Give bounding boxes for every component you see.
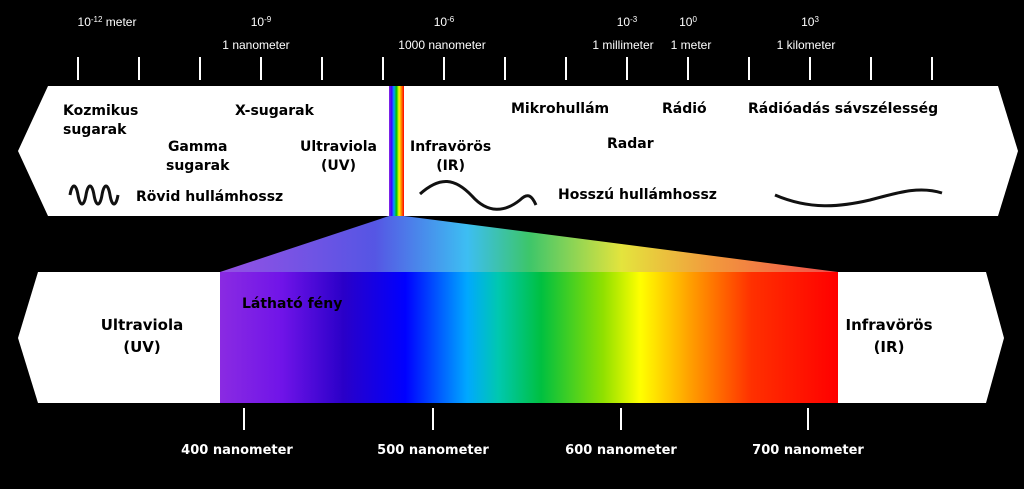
microwave-label: Mikrohullám xyxy=(511,101,610,117)
gamma-label: Gamma sugarak xyxy=(166,139,230,174)
xray-label: X-sugarak xyxy=(235,103,314,119)
long-wave-icon xyxy=(774,188,943,208)
visible-strip xyxy=(389,86,404,216)
lower-uv-label: Ultraviola (UV) xyxy=(100,316,184,356)
scale-label-1km: 1 kilometer xyxy=(776,38,836,52)
scale-label-1nm: 1 nanometer xyxy=(222,38,290,52)
scale-label-1e-12: 10-12 meter xyxy=(77,15,137,29)
nm-label-700: 700 nanometer xyxy=(752,443,864,458)
top-scale-ticks xyxy=(77,57,933,80)
nm-label-400: 400 nanometer xyxy=(181,443,293,458)
scale-label-1mm: 1 millimeter xyxy=(592,38,654,52)
nm-label-500: 500 nanometer xyxy=(377,443,489,458)
ir-label: Infravörös (IR) xyxy=(410,139,492,174)
uv-label: Ultraviola (UV) xyxy=(300,139,377,174)
visible-light-fan xyxy=(220,216,838,272)
radar-label: Radar xyxy=(607,136,654,152)
cosmic-rays-label: Kozmikus sugarak xyxy=(63,103,139,138)
visible-spectrum xyxy=(220,272,838,403)
nm-label-600: 600 nanometer xyxy=(565,443,677,458)
radio-label: Rádió xyxy=(662,101,707,117)
scale-label-1e3: 103 xyxy=(801,15,819,29)
short-wave-icon xyxy=(68,184,120,206)
em-spectrum-band xyxy=(18,86,1018,216)
scale-label-1000nm: 1000 nanometer xyxy=(398,38,486,52)
lower-ir-label: Infravörös (IR) xyxy=(845,316,933,356)
long-wave-label: Hosszú hullámhossz xyxy=(558,187,717,203)
nm-scale-ticks xyxy=(243,408,809,430)
broadcast-label: Rádióadás sávszélesség xyxy=(748,101,939,117)
short-wave-label: Rövid hullámhossz xyxy=(136,189,284,205)
medium-wave-icon xyxy=(418,180,538,211)
scale-label-1m: 1 meter xyxy=(670,38,712,52)
scale-label-1e0: 100 xyxy=(679,15,697,29)
scale-label-1e-3: 10-3 xyxy=(616,15,638,29)
visible-light-label: Látható fény xyxy=(242,296,343,312)
scale-label-1e-9: 10-9 xyxy=(250,15,272,29)
scale-label-1e-6: 10-6 xyxy=(433,15,455,29)
